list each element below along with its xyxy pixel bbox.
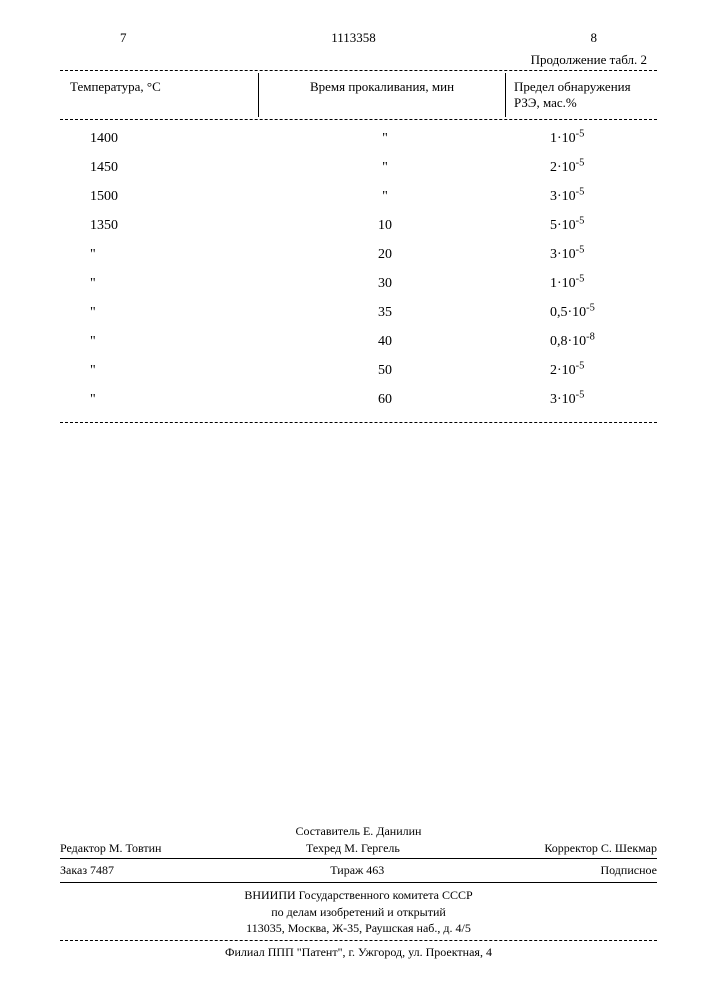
cell-limit: 3·10-5 [540,190,657,204]
table-row: "301·10-5 [60,277,657,291]
col-header-limit: Предел обнаружения РЗЭ, мас.% [510,73,657,117]
divider [60,70,657,71]
footer-block: Составитель Е. Данилин Редактор М. Товти… [60,824,657,960]
cell-limit: 3·10-5 [540,248,657,262]
page-columns: 7 1113358 8 [60,30,657,46]
cell-temp: " [60,277,270,291]
cell-temp: " [60,393,270,407]
cell-time: " [270,161,540,175]
divider [60,882,657,883]
credits-row: Редактор М. Товтин Техред М. Гергель Кор… [60,841,657,856]
cell-limit: 3·10-5 [540,393,657,407]
col-left-num: 7 [120,30,127,46]
cell-time: 10 [270,219,540,233]
cell-limit: 1·10-5 [540,132,657,146]
cell-temp: " [60,248,270,262]
table-row: "400,8·10-8 [60,335,657,349]
cell-limit: 1·10-5 [540,277,657,291]
col-right-num: 8 [591,30,598,46]
divider [505,73,506,117]
cell-time: 20 [270,248,540,262]
table-row: "502·10-5 [60,364,657,378]
cell-time: 30 [270,277,540,291]
table-row: "350,5·10-5 [60,306,657,320]
col-header-temp: Температура, °С [60,73,254,117]
tirage: Тираж 463 [330,863,384,878]
cell-temp: " [60,364,270,378]
divider [60,940,657,941]
editor: Редактор М. Товтин [60,841,161,856]
cell-time: 40 [270,335,540,349]
corrector: Корректор С. Шекмар [544,841,657,856]
cell-limit: 2·10-5 [540,161,657,175]
cell-limit: 0,8·10-8 [540,335,657,349]
cell-temp: 1450 [60,161,270,175]
compiler-line: Составитель Е. Данилин [60,824,657,839]
page: 7 1113358 8 Продолжение табл. 2 Температ… [0,0,707,1000]
org-line-3: 113035, Москва, Ж-35, Раушская наб., д. … [60,920,657,936]
order-row: Заказ 7487 Тираж 463 Подписное [60,863,657,878]
cell-time: 50 [270,364,540,378]
cell-limit: 5·10-5 [540,219,657,233]
divider [60,422,657,423]
filial-line: Филиал ППП "Патент", г. Ужгород, ул. Про… [60,945,657,960]
table-row: 1350105·10-5 [60,219,657,233]
col-header-time: Время прокаливания, мин [263,73,501,117]
table-row: 1450"2·10-5 [60,161,657,175]
cell-time: 35 [270,306,540,320]
table-row: "203·10-5 [60,248,657,262]
table-continuation-label: Продолжение табл. 2 [60,52,657,68]
divider [258,73,259,117]
cell-temp: 1500 [60,190,270,204]
cell-temp: " [60,306,270,320]
org-line-2: по делам изобретений и открытий [60,904,657,920]
order-num: Заказ 7487 [60,863,114,878]
cell-time: " [270,132,540,146]
subscribe: Подписное [600,863,657,878]
table-row: 1400"1·10-5 [60,132,657,146]
table-row: 1500"3·10-5 [60,190,657,204]
cell-limit: 0,5·10-5 [540,306,657,320]
divider [60,858,657,859]
table-row: "603·10-5 [60,393,657,407]
org-block: ВНИИПИ Государственного комитета СССР по… [60,887,657,936]
cell-time: 60 [270,393,540,407]
org-line-1: ВНИИПИ Государственного комитета СССР [60,887,657,903]
cell-limit: 2·10-5 [540,364,657,378]
techred: Техред М. Гергель [306,841,400,856]
cell-temp: 1350 [60,219,270,233]
table-body: 1400"1·10-51450"2·10-51500"3·10-51350105… [60,132,657,407]
cell-temp: " [60,335,270,349]
cell-temp: 1400 [60,132,270,146]
divider [60,119,657,120]
table-header-row: Температура, °С Время прокаливания, мин … [60,73,657,117]
patent-number: 1113358 [331,30,376,46]
cell-time: " [270,190,540,204]
